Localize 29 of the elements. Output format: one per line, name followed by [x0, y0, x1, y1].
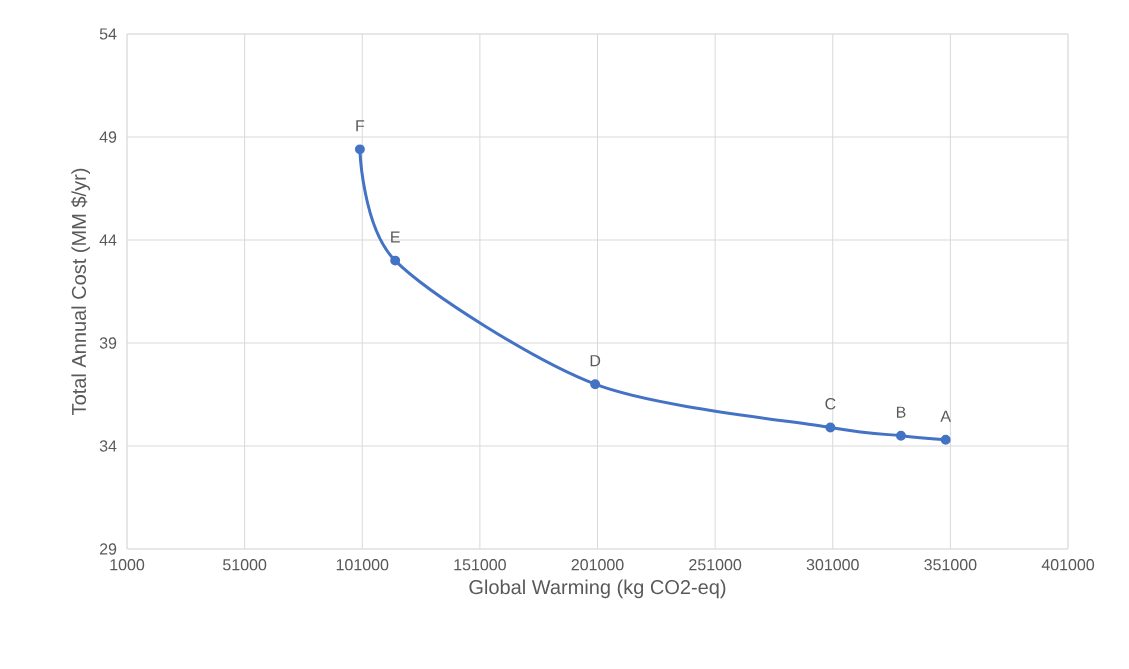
- point: [390, 255, 401, 266]
- point: [896, 430, 906, 441]
- point: [940, 434, 951, 445]
- x-tick-label: 401000: [1041, 559, 1095, 571]
- x-tick-label: 301000: [806, 559, 859, 571]
- x-tick-label: 251000: [689, 559, 742, 571]
- y-tick-label: 44: [99, 234, 117, 246]
- point: [825, 422, 836, 433]
- x-tick-label: 351000: [924, 559, 977, 571]
- x-tick-label: 1000: [110, 559, 145, 571]
- y-tick-label: 54: [99, 28, 117, 40]
- y-axis-title: Total Annual Cost (MM $/yr): [71, 168, 90, 415]
- y-tick-label: 34: [99, 440, 117, 452]
- annotation: B: [896, 406, 906, 418]
- point: [354, 144, 365, 155]
- y-tick-label: 39: [99, 337, 117, 349]
- annotation: E: [391, 231, 400, 243]
- annotation: F: [356, 120, 365, 132]
- y-tick-label: 49: [99, 131, 117, 143]
- x-tick-label: 51000: [223, 559, 267, 571]
- y-tick-label: 29: [99, 543, 117, 555]
- annotation: D: [590, 355, 601, 367]
- x-axis-title: Global Warming (kg CO2-eq): [469, 579, 726, 599]
- annotation: C: [825, 398, 836, 410]
- x-tick-label: 201000: [571, 559, 624, 571]
- annotation: A: [940, 410, 951, 422]
- x-tick-label: 101000: [336, 559, 389, 571]
- point: [590, 379, 601, 390]
- x-tick-label: 151000: [454, 559, 506, 571]
